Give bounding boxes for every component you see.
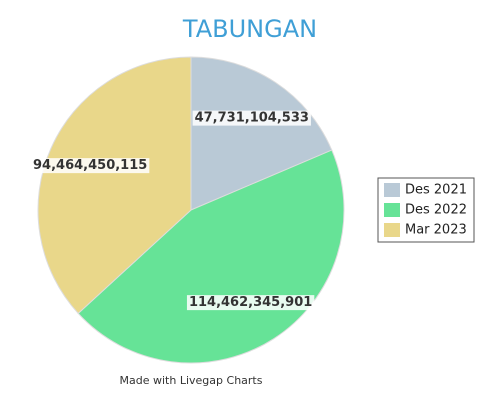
legend-swatch (384, 223, 400, 237)
data-label: 47,731,104,533 (195, 111, 309, 126)
data-label: 94,464,450,115 (33, 158, 147, 173)
legend-label: Des 2022 (405, 203, 467, 218)
data-label: 114,462,345,901 (189, 295, 312, 310)
pie-slice (37, 56, 192, 315)
pie-slice (190, 56, 333, 211)
legend-swatch (384, 183, 400, 197)
data-label-bg (192, 110, 311, 126)
legend-swatch (384, 203, 400, 217)
footnote: Made with Livegap Charts (120, 374, 263, 387)
legend-label: Des 2021 (405, 183, 467, 198)
data-label-bg (186, 295, 315, 311)
data-label-bg (31, 158, 150, 174)
legend-label: Mar 2023 (405, 223, 467, 238)
chart-title: TABUNGAN (182, 15, 317, 43)
